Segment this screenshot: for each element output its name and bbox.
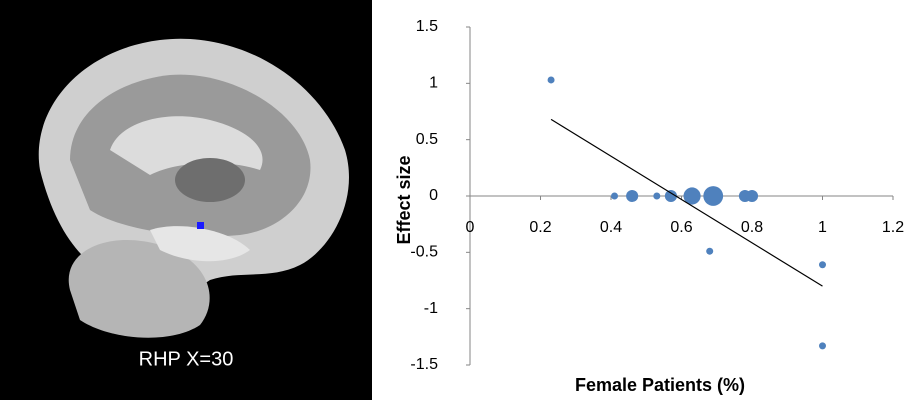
brain-panel: RHP X=30 xyxy=(0,0,372,400)
point xyxy=(819,261,826,268)
y-axis-title: Effect size xyxy=(394,155,414,244)
y-tick-label: -1.5 xyxy=(410,356,438,373)
x-tick-label: 1 xyxy=(818,219,827,236)
x-tick-label: 0.2 xyxy=(529,219,551,236)
image-label: RHP X=30 xyxy=(139,348,234,370)
scatter-chart: Female Patients (%) Effect size 1.5 1 0.5 0… xyxy=(394,18,904,395)
figure: RHP X=30 Female Patients (%) Effect size… xyxy=(0,0,909,400)
x-tick-label: 1.2 xyxy=(882,219,904,236)
x-axis-title: Female Patients (%) xyxy=(575,375,745,395)
roi-marker xyxy=(197,222,204,229)
y-tick-label: -1 xyxy=(424,300,438,317)
x-tick-label: 0.4 xyxy=(600,219,622,236)
point xyxy=(706,248,713,255)
point xyxy=(653,193,660,200)
y-tick-label: 0.5 xyxy=(416,131,438,148)
trendline xyxy=(551,119,822,286)
point xyxy=(746,190,758,202)
y-tick-label: 0 xyxy=(429,187,438,204)
x-tick-label: 0.8 xyxy=(741,219,763,236)
thalamus xyxy=(175,158,245,202)
y-tick-label: 1 xyxy=(429,75,438,92)
point xyxy=(703,186,723,206)
y-tick-label: 1.5 xyxy=(416,18,438,35)
point xyxy=(819,342,826,349)
x-tick-label: 0.6 xyxy=(670,219,692,236)
point xyxy=(626,190,638,202)
x-tick-label: 0 xyxy=(466,219,475,236)
point xyxy=(548,76,555,83)
y-tick-label: -0.5 xyxy=(410,244,438,261)
point xyxy=(611,193,618,200)
